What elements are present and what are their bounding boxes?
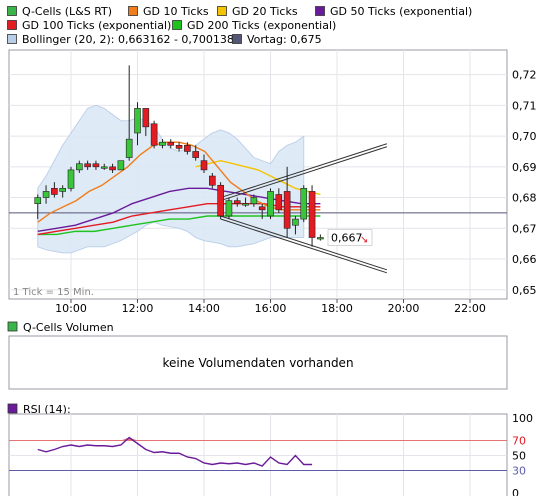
legend-swatch [128, 6, 138, 16]
volume-plot-area [8, 335, 508, 390]
legend-label: GD 200 Ticks (exponential) [187, 19, 336, 32]
candle-body [317, 237, 324, 240]
candle-body [233, 200, 241, 205]
trend_channel_upper-line [220, 143, 388, 199]
y-tick-label: 0,72 [512, 69, 537, 82]
candle-body [225, 200, 233, 217]
trend_channel_lower-line [220, 215, 388, 271]
rsi-plot-content [9, 414, 507, 496]
legend-swatch [172, 20, 182, 30]
candle-body [292, 218, 299, 226]
candle-body [84, 163, 91, 168]
x-tick-label: 16:00 [255, 302, 287, 315]
candle-body [34, 197, 42, 205]
x-tick-label: 20:00 [388, 302, 420, 315]
candle-body [59, 188, 66, 192]
candle-body [242, 203, 249, 206]
trend_channel_lower-line-2 [220, 218, 388, 274]
price-panel: 0,72 0,71 0,70 0,69 0,68 0,67 0,66 0,65 10:00 12:… [8, 49, 537, 315]
candle-body [175, 144, 183, 149]
y-tick-label: 0,70 [512, 130, 537, 143]
y-tick-label: 0,69 [512, 161, 537, 174]
legend-swatch [232, 34, 242, 44]
last-price-box [327, 229, 373, 246]
candle-body [125, 138, 133, 158]
gd20-line [195, 159, 321, 196]
legend-swatch [315, 6, 325, 16]
volume-legend-label: Q-Cells Volumen [23, 321, 114, 334]
legend-label: Vortag: 0,675 [247, 33, 322, 46]
candle-body [100, 166, 108, 169]
legend-swatch [7, 20, 17, 30]
y-tick-label: 0,65 [512, 284, 537, 297]
legend-label: GD 10 Ticks [143, 5, 209, 18]
legend-label: Bollinger (20, 2): 0,663162 - 0,700138 [22, 33, 234, 46]
rsi-plot-area [8, 413, 508, 499]
candle-body [200, 160, 208, 171]
rsi-line [37, 436, 313, 467]
down-arrow-icon: ↘ [360, 235, 368, 246]
rsi-legend-swatch [7, 403, 18, 414]
tick-interval-note: 1 Tick = 15 Min. [13, 287, 94, 298]
plot-content [9, 65, 507, 274]
rsi-y-tick-label: 100 [512, 412, 533, 425]
rsi-panel: RSI (14): 100 70 50 30 0 [7, 403, 533, 499]
candle-body [209, 175, 216, 186]
candle-body [300, 188, 308, 220]
candle-body [51, 188, 58, 195]
candle-body [76, 163, 83, 171]
legend-swatch [7, 34, 17, 44]
candle-body [283, 191, 291, 229]
candle-body [308, 191, 316, 238]
y-tick-label: 0,71 [512, 99, 537, 112]
candle-body [67, 169, 75, 189]
trend_channel_upper-line-2 [220, 146, 388, 202]
x-tick-label: 10:00 [55, 302, 87, 315]
legend-swatch [7, 6, 17, 16]
candle-body [167, 141, 175, 146]
legend-label: Q-Cells (L&S RT) [22, 5, 112, 18]
rsi-y-tick-label: 0 [512, 487, 519, 496]
candle-body [184, 144, 191, 152]
candle-body [267, 191, 274, 217]
last-price-label: 0,667 [331, 232, 363, 245]
rsi-y-tick-label: 50 [512, 450, 526, 463]
x-tick-label: 14:00 [188, 302, 220, 315]
legend-label: GD 100 Ticks (exponential) [22, 19, 171, 32]
y-tick-label: 0,68 [512, 192, 537, 205]
volume-legend-swatch [7, 321, 18, 332]
x-tick-label: 18:00 [321, 302, 353, 315]
x-tick-label: 12:00 [122, 302, 154, 315]
candle-body [159, 141, 166, 146]
candle-body [275, 194, 283, 211]
candle-body [42, 191, 50, 198]
legend-label: GD 50 Ticks (exponential) [330, 5, 472, 18]
candle-body [109, 166, 116, 171]
candle-body [134, 108, 141, 134]
legend-label: GD 20 Ticks [232, 5, 298, 18]
volume-empty-message: keine Volumendaten vorhanden [162, 356, 353, 370]
x-tick-label: 22:00 [454, 302, 486, 315]
rsi-y-tick-label: 70 [512, 435, 526, 448]
legend: Q-Cells (L&S RT) GD 10 Ticks GD 20 Ticks GD… [7, 5, 472, 46]
candle-body [142, 108, 150, 128]
legend-swatch [217, 6, 227, 16]
y-tick-label: 0,67 [512, 222, 537, 235]
candle-body [150, 123, 158, 146]
candle-body [250, 197, 258, 205]
volume-panel: Q-Cells Volumen keine Volumendaten vorhan… [7, 321, 508, 390]
rsi-legend-label: RSI (14): [23, 403, 71, 416]
candle-body [192, 151, 199, 158]
candle-body [258, 206, 266, 211]
candle-body [217, 184, 224, 217]
candle-body [117, 160, 125, 171]
y-tick-label: 0,66 [512, 253, 537, 266]
rsi-y-tick-label: 30 [512, 465, 526, 478]
candle-body [92, 163, 100, 168]
